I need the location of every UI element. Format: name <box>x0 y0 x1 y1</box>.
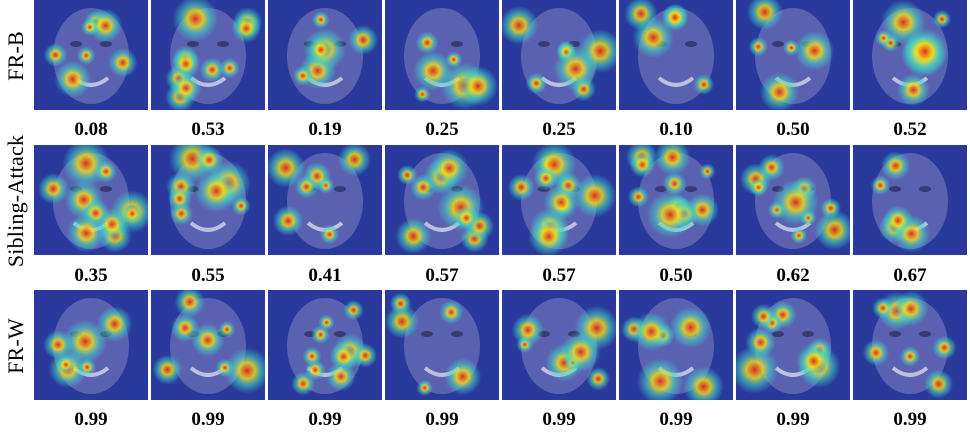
heatmap-graphic <box>736 290 850 400</box>
heatmap-image <box>736 290 850 400</box>
score-label: 0.08 <box>74 119 108 140</box>
heatmap-image <box>619 290 733 400</box>
heatmap-image <box>619 0 733 110</box>
heatmap-image <box>853 145 967 255</box>
heatmap-image <box>502 145 616 255</box>
score-label: 0.19 <box>308 119 342 140</box>
heatmap-image <box>151 290 265 400</box>
score-label: 0.35 <box>74 265 108 286</box>
heatmap-image <box>268 145 382 255</box>
heatmap-image <box>502 0 616 110</box>
score-label: 0.52 <box>893 119 927 140</box>
score-label: 0.50 <box>776 119 810 140</box>
heatmap-image <box>619 145 733 255</box>
score-label: 0.99 <box>542 409 576 430</box>
heatmap-graphic <box>736 0 850 110</box>
heatmap-image <box>385 0 499 110</box>
heatmap-image <box>736 145 850 255</box>
heatmap-graphic <box>736 145 850 255</box>
heatmap-graphic <box>502 145 616 255</box>
heatmap-graphic <box>151 290 265 400</box>
heatmap-image <box>853 0 967 110</box>
score-label: 0.10 <box>659 119 693 140</box>
heatmap-graphic <box>853 145 967 255</box>
row-label-fr-w: FR-W <box>0 290 32 401</box>
score-label: 0.25 <box>542 119 576 140</box>
heatmap-graphic <box>385 290 499 400</box>
heatmap-image <box>34 290 148 400</box>
heatmap-graphic <box>853 290 967 400</box>
heatmap-graphic <box>502 0 616 110</box>
row-label-fr-b: FR-B <box>0 0 32 111</box>
heatmap-graphic <box>151 0 265 110</box>
score-label: 0.62 <box>776 265 810 286</box>
score-label: 0.99 <box>74 409 108 430</box>
score-label: 0.25 <box>425 119 459 140</box>
score-label: 0.99 <box>191 409 225 430</box>
heatmap-graphic <box>34 0 148 110</box>
row-label-fr-b-text: FR-B <box>3 30 28 81</box>
heatmap-image <box>385 145 499 255</box>
heatmap-image <box>34 145 148 255</box>
score-label: 0.99 <box>776 409 810 430</box>
score-label: 0.57 <box>542 265 576 286</box>
score-label: 0.99 <box>659 409 693 430</box>
score-label: 0.57 <box>425 265 459 286</box>
score-label: 0.99 <box>893 409 927 430</box>
heatmap-image <box>385 290 499 400</box>
heatmap-graphic <box>853 0 967 110</box>
heatmap-graphic <box>502 290 616 400</box>
score-label: 0.55 <box>191 265 225 286</box>
heatmap-graphic <box>619 145 733 255</box>
row-label-sibling-attack: Sibling-Attack <box>0 134 32 266</box>
heatmap-graphic <box>268 0 382 110</box>
heatmap-image <box>268 290 382 400</box>
score-label: 0.53 <box>191 119 225 140</box>
score-label: 0.41 <box>308 265 342 286</box>
heatmap-graphic <box>385 0 499 110</box>
score-label: 0.99 <box>308 409 342 430</box>
row-label-fr-w-text: FR-W <box>3 317 28 374</box>
heatmap-image <box>151 0 265 110</box>
heatmap-image <box>502 290 616 400</box>
score-label: 0.50 <box>659 265 693 286</box>
heatmap-graphic <box>34 145 148 255</box>
heatmap-graphic <box>268 145 382 255</box>
heatmap-graphic <box>34 290 148 400</box>
heatmap-image <box>268 0 382 110</box>
heatmap-image <box>853 290 967 400</box>
heatmap-graphic <box>619 0 733 110</box>
score-label: 0.67 <box>893 265 927 286</box>
heatmap-graphic <box>619 290 733 400</box>
heatmap-image <box>736 0 850 110</box>
heatmap-graphic <box>385 145 499 255</box>
heatmap-graphic <box>268 290 382 400</box>
row-label-sibling-attack-text: Sibling-Attack <box>3 134 28 267</box>
heatmap-image <box>34 0 148 110</box>
score-label: 0.99 <box>425 409 459 430</box>
heatmap-image <box>151 145 265 255</box>
heatmap-graphic <box>151 145 265 255</box>
